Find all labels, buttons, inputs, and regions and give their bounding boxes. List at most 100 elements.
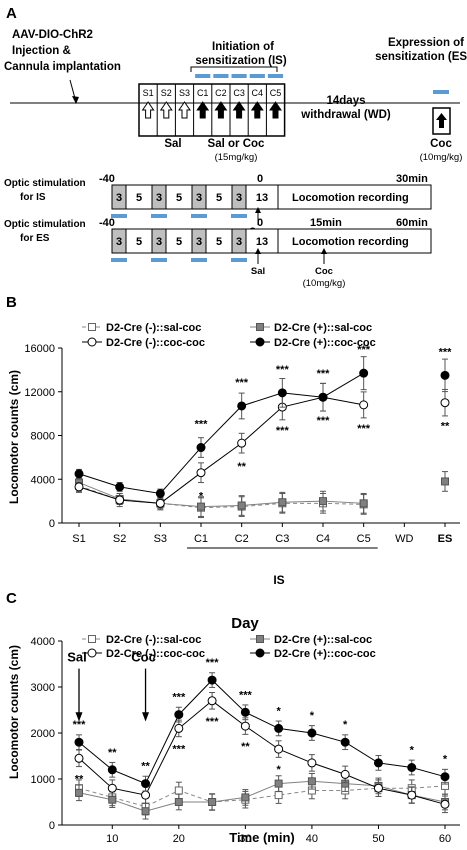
- x-tick-label: 40: [306, 833, 318, 845]
- data-point: [274, 791, 283, 800]
- es-t-0: 0: [257, 217, 263, 229]
- data-point: [207, 696, 217, 706]
- sal-label: Sal: [164, 138, 181, 150]
- data-point: [74, 482, 84, 492]
- data-point: [340, 769, 350, 779]
- sig-below: **: [241, 741, 250, 753]
- data-point: [359, 400, 369, 410]
- x-tick-label: ES: [438, 533, 453, 545]
- data-point: [115, 482, 125, 492]
- optic-light-bar: [111, 214, 127, 218]
- data-point: [141, 790, 151, 800]
- data-point: [274, 779, 283, 788]
- sig-above: **: [141, 761, 150, 773]
- sig-below: ***: [206, 716, 220, 728]
- c-y-axis-label: Locomotor counts (cm): [7, 645, 21, 779]
- x-tick-label: 50: [372, 833, 384, 845]
- data-point: [407, 790, 417, 800]
- y-tick-label: 8000: [31, 431, 55, 443]
- aav-line1: AAV-DIO-ChR2: [12, 29, 93, 41]
- legend-marker: [256, 635, 264, 643]
- opt-is-line1: Optic stimulation: [4, 178, 86, 189]
- legend-label: D2-Cre (-)::coc-coc: [106, 337, 205, 349]
- data-point: [107, 783, 117, 793]
- x-tick-label: S1: [72, 533, 85, 545]
- sal-arrow-icon: [178, 101, 191, 119]
- is-t-neg40: -40: [99, 173, 115, 185]
- data-point: [307, 758, 317, 768]
- day-label-C4: C4: [252, 88, 264, 98]
- optic-light-bar: [111, 258, 127, 262]
- series-line: [78, 372, 364, 495]
- c-title: Day: [231, 615, 259, 632]
- data-point: [407, 763, 417, 772]
- data-point: [440, 772, 450, 782]
- sig-below: ***: [276, 425, 290, 437]
- segment-label: 13: [256, 192, 268, 204]
- data-point: [278, 498, 287, 507]
- data-point: [307, 777, 316, 786]
- sig-above: ***: [73, 719, 87, 731]
- data-point: [107, 765, 117, 775]
- sig-above: ***: [172, 692, 186, 704]
- day-boxes: S1 S2 S3 C1 C2 C3 C4 C5: [10, 74, 460, 137]
- segment-label: 5: [136, 236, 142, 248]
- sig-below: ***: [357, 423, 371, 435]
- x-tick-label: C4: [316, 533, 330, 545]
- aav-line3: Cannula implantation: [4, 61, 121, 73]
- rest-segment: [125, 228, 153, 254]
- data-point: [197, 502, 205, 511]
- panel-c-label: C: [6, 590, 17, 607]
- x-tick-label: C1: [194, 533, 208, 545]
- day-label-C2: C2: [215, 88, 227, 98]
- data-point: [108, 795, 117, 804]
- b-y-axis-label: Locomotor counts (cm): [7, 370, 21, 504]
- x-tick-label: 60: [439, 833, 451, 845]
- data-point: [74, 469, 84, 479]
- legend-label: D2-Cre (+)::coc-coc: [274, 337, 376, 349]
- data-point: [373, 758, 383, 768]
- data-point: [319, 497, 327, 506]
- is-t-0: 0: [257, 173, 263, 185]
- data-point: [237, 401, 247, 411]
- optic-light-bar: [231, 258, 247, 262]
- legend-marker: [255, 648, 265, 658]
- sig-below: *: [199, 491, 204, 503]
- wd-line2: withdrawal (WD): [300, 109, 391, 121]
- y-tick-label: 3000: [31, 682, 55, 694]
- data-point: [274, 723, 284, 733]
- rest-segment: [205, 228, 233, 254]
- data-point: [440, 398, 450, 408]
- chart-b: 0 4000 8000 12000 16000 S1 S2 S3 C1 C2 C3 C4 C5 WD ES *…: [24, 343, 460, 549]
- data-point: [277, 388, 287, 398]
- segment-label: 5: [176, 192, 182, 204]
- sig-above: ***: [235, 377, 249, 389]
- panel-b-label: B: [6, 294, 17, 311]
- y-tick-label: 4000: [31, 474, 55, 486]
- legend-marker: [88, 323, 96, 331]
- data-point: [74, 753, 84, 763]
- data-point: [174, 710, 184, 720]
- es-coc-dose2: (10mg/kg): [303, 278, 346, 289]
- series-line: [78, 780, 446, 812]
- day-label-C3: C3: [233, 88, 245, 98]
- aav-arrow-head: [72, 96, 79, 104]
- sig-above: *: [443, 754, 448, 766]
- sig-below: **: [441, 421, 450, 433]
- sig-above: *: [410, 745, 415, 757]
- data-point: [440, 799, 450, 809]
- legend-b: D2-Cre (-)::sal-coc D2-Cre (+)::sal-cocD2…: [82, 322, 376, 349]
- legend-marker: [255, 337, 265, 347]
- data-point: [274, 744, 284, 754]
- is-title-line2: sensitization (IS): [195, 55, 287, 67]
- y-tick-label: 2000: [31, 728, 55, 740]
- segment-label: 3: [156, 192, 162, 204]
- is-light-bar: [195, 74, 211, 78]
- data-point: [240, 707, 250, 717]
- sig-above: ***: [357, 344, 371, 356]
- event-arrow-head: [142, 712, 150, 722]
- legend-label: D2-Cre (+)::sal-coc: [274, 322, 372, 334]
- series-line: [78, 679, 446, 785]
- optic-light-bar: [191, 258, 207, 262]
